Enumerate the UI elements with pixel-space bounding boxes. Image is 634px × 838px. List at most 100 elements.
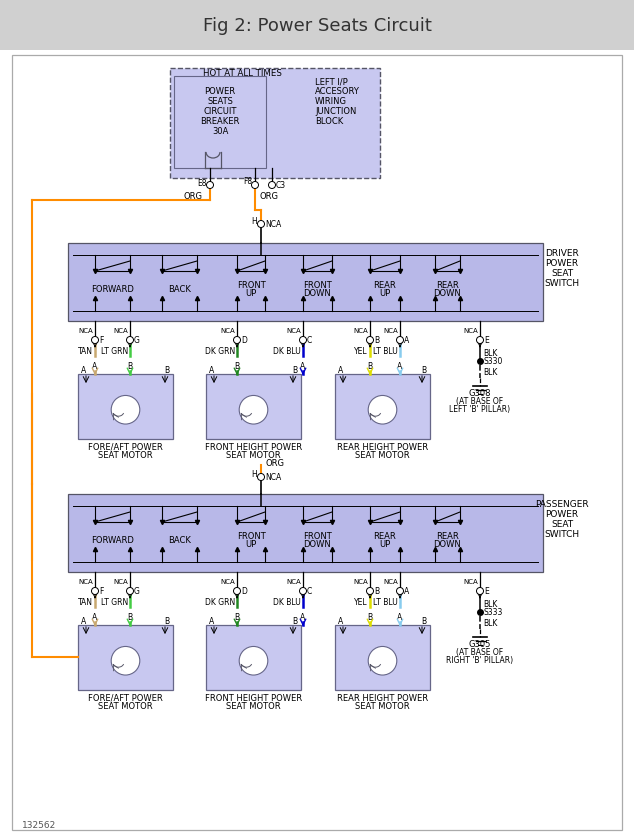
Text: NCA: NCA bbox=[383, 328, 398, 334]
Text: BLK: BLK bbox=[483, 618, 498, 628]
Circle shape bbox=[257, 220, 264, 227]
Text: LT GRN: LT GRN bbox=[101, 597, 128, 607]
Circle shape bbox=[111, 646, 140, 675]
Text: A: A bbox=[209, 617, 215, 625]
Circle shape bbox=[207, 182, 214, 189]
Text: YEL: YEL bbox=[354, 346, 368, 355]
Text: SWITCH: SWITCH bbox=[545, 530, 579, 539]
Text: NCA: NCA bbox=[286, 579, 301, 585]
Text: A: A bbox=[301, 613, 306, 622]
Text: REAR: REAR bbox=[436, 281, 459, 289]
Text: NCA: NCA bbox=[78, 328, 93, 334]
Text: M: M bbox=[377, 656, 387, 665]
Circle shape bbox=[477, 587, 484, 594]
Circle shape bbox=[368, 646, 397, 675]
Circle shape bbox=[91, 587, 98, 594]
Bar bbox=[170, 68, 380, 178]
Text: Fig 2: Power Seats Circuit: Fig 2: Power Seats Circuit bbox=[202, 17, 432, 35]
Text: G305: G305 bbox=[469, 639, 491, 649]
Text: A: A bbox=[81, 365, 87, 375]
Circle shape bbox=[91, 337, 98, 344]
Text: S330: S330 bbox=[484, 356, 503, 365]
Text: FORE/AFT POWER: FORE/AFT POWER bbox=[88, 442, 163, 452]
Text: B: B bbox=[368, 613, 373, 622]
Text: D: D bbox=[241, 335, 247, 344]
Text: A: A bbox=[301, 361, 306, 370]
Text: DOWN: DOWN bbox=[434, 288, 462, 297]
Text: A: A bbox=[93, 613, 98, 622]
Text: UP: UP bbox=[379, 288, 391, 297]
Text: M: M bbox=[249, 405, 259, 415]
Circle shape bbox=[127, 337, 134, 344]
Text: DOWN: DOWN bbox=[434, 540, 462, 549]
Text: F: F bbox=[99, 335, 103, 344]
Text: S333: S333 bbox=[484, 608, 503, 617]
Text: NCA: NCA bbox=[265, 220, 281, 229]
Text: DOWN: DOWN bbox=[304, 540, 332, 549]
Circle shape bbox=[396, 587, 403, 594]
Text: B: B bbox=[127, 361, 133, 370]
Text: WIRING: WIRING bbox=[315, 97, 347, 106]
Text: SEAT MOTOR: SEAT MOTOR bbox=[98, 451, 153, 459]
Text: NCA: NCA bbox=[286, 328, 301, 334]
Text: C: C bbox=[307, 587, 313, 596]
Text: A: A bbox=[209, 365, 215, 375]
Text: FRONT: FRONT bbox=[303, 281, 332, 289]
Text: YEL: YEL bbox=[354, 597, 368, 607]
Text: NCA: NCA bbox=[113, 328, 128, 334]
Text: G: G bbox=[134, 587, 140, 596]
Text: UP: UP bbox=[245, 540, 257, 549]
Text: 30A: 30A bbox=[212, 127, 228, 137]
Bar bbox=[68, 243, 543, 321]
Text: TAN: TAN bbox=[78, 597, 93, 607]
Text: REAR HEIGHT POWER: REAR HEIGHT POWER bbox=[337, 694, 428, 702]
Text: M: M bbox=[120, 405, 131, 415]
Text: (AT BASE OF: (AT BASE OF bbox=[456, 648, 503, 656]
Text: POWER: POWER bbox=[204, 87, 236, 96]
Text: BREAKER: BREAKER bbox=[200, 117, 240, 127]
Text: B: B bbox=[164, 617, 169, 625]
Text: B: B bbox=[292, 365, 297, 375]
Circle shape bbox=[299, 587, 306, 594]
Bar bbox=[78, 625, 173, 690]
Text: UP: UP bbox=[379, 540, 391, 549]
Text: A: A bbox=[81, 617, 87, 625]
Text: FRONT HEIGHT POWER: FRONT HEIGHT POWER bbox=[205, 442, 302, 452]
Text: BLK: BLK bbox=[483, 368, 498, 376]
Text: FORWARD: FORWARD bbox=[91, 284, 134, 293]
Text: SEATS: SEATS bbox=[207, 97, 233, 106]
Text: NCA: NCA bbox=[220, 579, 235, 585]
Circle shape bbox=[127, 587, 134, 594]
Text: C3: C3 bbox=[276, 180, 286, 189]
Text: TAN: TAN bbox=[78, 346, 93, 355]
Text: ORG: ORG bbox=[259, 192, 278, 200]
Circle shape bbox=[366, 587, 373, 594]
Text: M: M bbox=[249, 656, 259, 665]
Bar bbox=[0, 0, 634, 50]
Text: NCA: NCA bbox=[220, 328, 235, 334]
Text: DK BLU: DK BLU bbox=[273, 597, 301, 607]
Text: SEAT MOTOR: SEAT MOTOR bbox=[355, 701, 410, 711]
Text: NCA: NCA bbox=[265, 473, 281, 482]
Text: POWER: POWER bbox=[545, 258, 579, 267]
Text: DRIVER: DRIVER bbox=[545, 249, 579, 257]
Text: M: M bbox=[377, 405, 387, 415]
Text: POWER: POWER bbox=[545, 510, 579, 519]
Text: NCA: NCA bbox=[463, 328, 478, 334]
Text: SEAT MOTOR: SEAT MOTOR bbox=[355, 451, 410, 459]
Text: NCA: NCA bbox=[463, 579, 478, 585]
Text: F: F bbox=[99, 587, 103, 596]
Text: D: D bbox=[241, 587, 247, 596]
Text: BLK: BLK bbox=[483, 599, 498, 608]
Circle shape bbox=[368, 396, 397, 424]
Text: E: E bbox=[484, 335, 489, 344]
Text: LEFT I/P: LEFT I/P bbox=[315, 77, 348, 86]
Text: FRONT: FRONT bbox=[236, 531, 266, 541]
Bar bbox=[206, 625, 301, 690]
Text: DK BLU: DK BLU bbox=[273, 346, 301, 355]
Text: LT BLU: LT BLU bbox=[373, 346, 398, 355]
Text: H: H bbox=[251, 469, 257, 478]
Circle shape bbox=[111, 396, 140, 424]
Text: LT BLU: LT BLU bbox=[373, 597, 398, 607]
Text: REAR: REAR bbox=[373, 281, 396, 289]
